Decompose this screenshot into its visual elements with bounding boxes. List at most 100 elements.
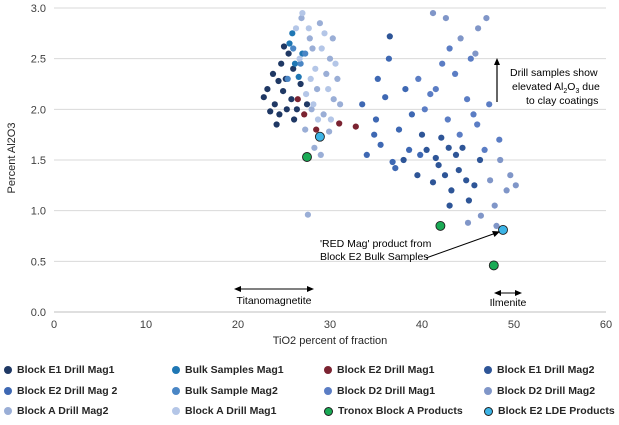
point-block-e2-drill-mag-2 [372,116,380,123]
point-block-d2-drill-mag1 [432,86,439,93]
point-tronox-block-a-products [302,152,312,162]
point-block-a-drill-mag2 [337,101,344,108]
point-block-d2-drill-mag1 [444,116,451,123]
y-axis-title: Percent Al2O3 [6,123,18,194]
point-block-e2-drill-mag-2 [417,151,424,158]
point-block-a-drill-mag1 [303,91,310,98]
point-block-e1-drill-mag2 [414,172,421,179]
drill-annotation-line2-part1: elevated Al [512,81,563,93]
point-block-e2-drill-mag1 [301,111,308,118]
point-bulk-sample-mag2 [297,60,304,67]
legend-marker [484,366,492,374]
x-tick-label: 0 [51,319,57,331]
point-block-d2-drill-mag1 [496,136,503,143]
drill-annotation-arrowhead [494,58,500,65]
point-block-a-drill-mag2 [326,128,333,135]
point-block-e1-drill-mag1 [278,60,285,67]
drill-annotation: Drill samples show elevated Al2O3 due to… [494,58,600,107]
svg-text:Drill samples show: Drill samples show [510,67,598,79]
point-block-d2-drill-mag2 [457,35,464,42]
legend-label: Block D2 Drill Mag2 [497,385,596,397]
legend-marker [4,366,12,374]
legend-item-block-e1-drill-mag2: Block E1 Drill Mag2 [484,364,594,376]
point-block-a-drill-mag2 [326,55,334,62]
point-block-d2-drill-mag2 [464,219,472,226]
legend-item-block-d2-drill-mag2: Block D2 Drill Mag2 [484,385,595,397]
legend-label: Block A Drill Mag1 [185,405,277,417]
point-block-a-drill-mag1 [299,10,306,17]
point-block-e1-drill-mag2 [471,182,478,189]
point-block-a-drill-mag1 [310,101,317,108]
legend-label: Block D2 Drill Mag1 [337,385,436,397]
drill-annotation-line2-part2: O [567,81,575,93]
ilmenite-annotation: Ilmenite [490,290,527,309]
legend-item-bulk-sample-mag2: Bulk Sample Mag2 [172,385,278,397]
point-block-a-drill-mag2 [314,86,321,93]
drill-annotation-line3: to clay coatings [526,95,598,107]
point-block-d2-drill-mag1 [486,101,493,108]
legend-marker [172,387,180,395]
point-block-e2-drill-mag-2 [402,86,409,93]
point-block-a-drill-mag2 [304,211,311,218]
point-block-e1-drill-mag2 [386,33,393,40]
point-block-e1-drill-mag1 [264,86,271,93]
point-block-d2-drill-mag2 [497,156,504,164]
y-tick-labels: 0.0 0.5 1.0 1.5 2.0 2.5 3.0 [31,3,46,319]
legend-marker [324,406,333,416]
point-block-e2-lde-products [498,224,508,235]
point-block-d2-drill-mag1 [481,146,488,153]
point-block-d2-drill-mag2 [503,187,510,194]
point-block-e2-drill-mag1 [294,96,301,103]
point-block-d2-drill-mag2 [491,202,498,209]
legend-marker [484,387,492,395]
point-block-d2-drill-mag2 [472,50,479,57]
y-tick-label: 2.5 [31,54,46,66]
point-block-a-drill-mag2 [298,15,305,22]
legend-item-block-a-drill-mag2: Block A Drill Mag2 [4,405,108,417]
ilmenite-label: Ilmenite [490,297,527,309]
point-block-a-drill-mag2 [309,45,316,52]
point-block-e2-drill-mag-2 [371,131,378,138]
point-block-e1-drill-mag2 [441,172,449,179]
point-block-d2-drill-mag2 [477,212,484,219]
point-block-e2-drill-mag-2 [385,55,392,62]
point-block-d2-drill-mag1 [439,60,446,67]
y-tick-label: 3.0 [31,3,46,15]
ilmenite-arrowhead-right [515,290,522,296]
point-block-e1-drill-mag1 [280,43,288,50]
point-block-e1-drill-mag2 [435,162,442,169]
point-block-e2-drill-mag1 [352,123,359,130]
legend-marker [324,366,332,374]
point-block-e1-drill-mag1 [267,108,274,115]
titanomagnetite-label: Titanomagnetite [237,295,312,307]
point-block-a-drill-mag1 [332,60,339,67]
x-axis-title: TiO2 percent of fraction [273,335,388,347]
point-block-e1-drill-mag1 [293,106,300,113]
point-block-a-drill-mag2 [320,111,327,118]
point-block-e1-drill-mag1 [303,101,311,108]
point-block-a-drill-mag1 [325,86,332,93]
x-tick-label: 60 [600,319,612,331]
point-block-e2-drill-mag-2 [395,126,403,133]
gridlines [54,7,606,262]
point-bulk-samples-mag1 [295,73,302,80]
point-block-d2-drill-mag1 [415,75,422,82]
point-block-a-drill-mag1 [296,55,303,62]
point-block-d2-drill-mag1 [427,91,434,98]
point-block-e1-drill-mag2 [465,197,472,204]
point-block-e1-drill-mag2 [418,131,426,138]
point-bulk-samples-mag1 [286,40,293,47]
red-mag-annotation: 'RED Mag' product from Block E2 Bulk Sam… [320,231,500,263]
point-block-e1-drill-mag1 [290,65,297,72]
point-block-e1-drill-mag1 [269,70,277,77]
point-block-e1-drill-mag1 [297,80,304,88]
red-mag-line1: 'RED Mag' product from [320,238,432,250]
point-bulk-sample-mag2 [290,45,297,52]
point-block-e1-drill-mag2 [429,179,437,186]
point-block-a-drill-mag1 [321,30,328,37]
point-block-a-drill-mag2 [334,75,341,82]
red-mag-line2: Block E2 Bulk Samples [320,251,429,263]
point-tronox-block-a-products [435,220,446,231]
point-block-d2-drill-mag2 [442,15,449,22]
